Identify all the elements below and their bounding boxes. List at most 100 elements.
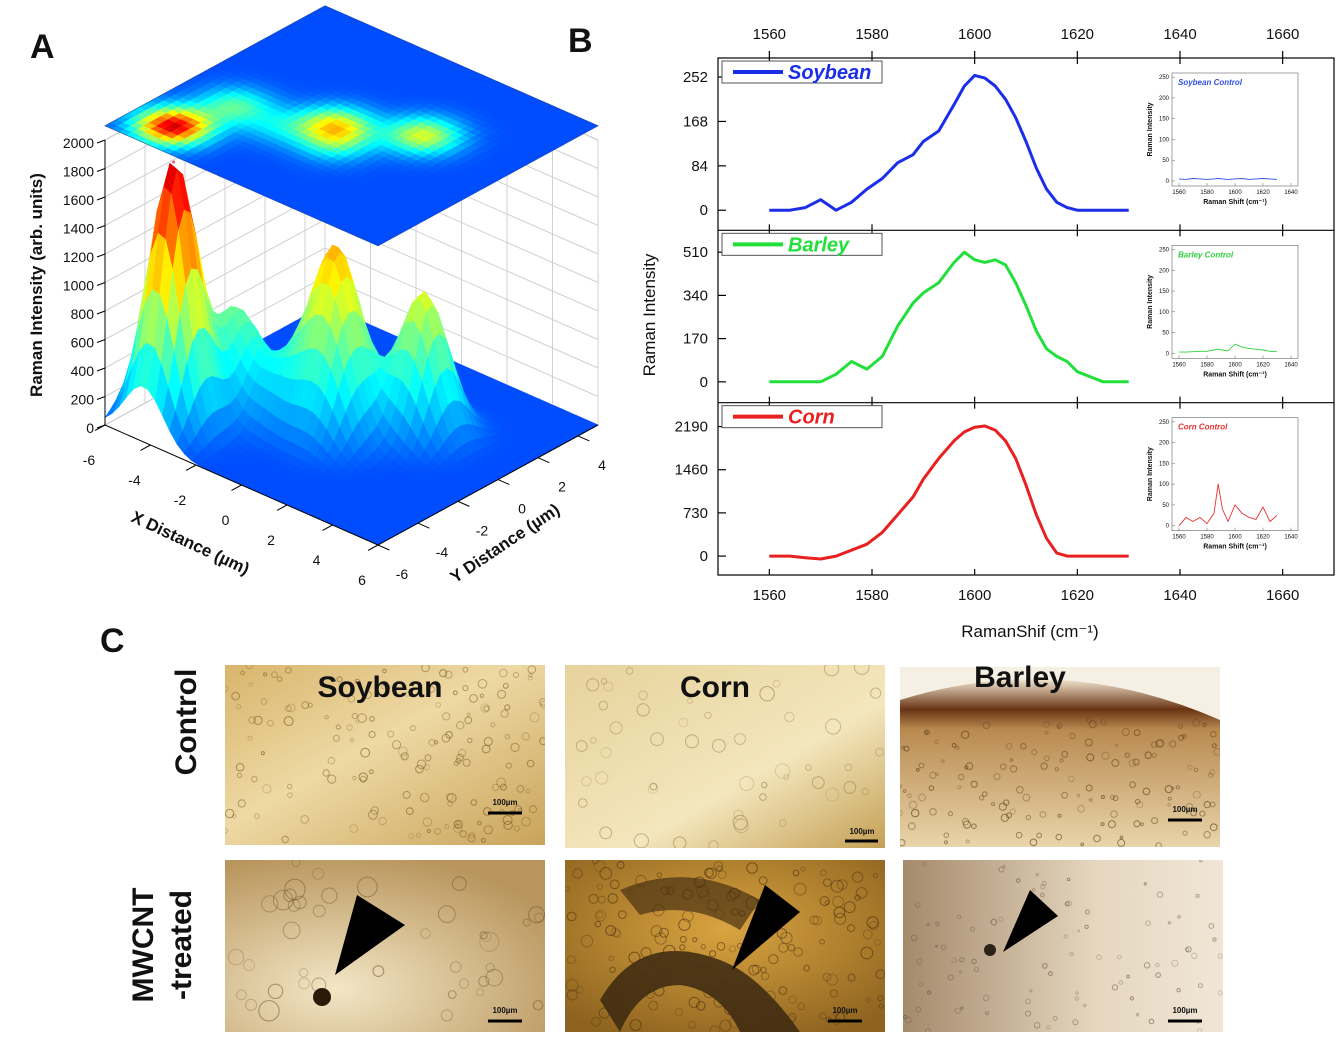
inset-y-title: Raman Intensity xyxy=(1147,102,1154,156)
inset-x-tick-label: 1600 xyxy=(1228,362,1242,368)
inset-y-tick-label: 250 xyxy=(1159,247,1170,253)
inset-y-tick-label: 50 xyxy=(1162,503,1169,509)
legend-label: Barley xyxy=(788,234,850,256)
inset-x-tick-label: 1560 xyxy=(1172,535,1186,541)
inset-y-tick-label: 200 xyxy=(1159,268,1170,274)
x-tick xyxy=(232,485,242,490)
x-tick-label: 2 xyxy=(267,532,275,548)
x-axis-title: X Distance (µm) xyxy=(128,507,252,578)
inset-y-tick-label: 100 xyxy=(1159,482,1170,488)
scale-label: 100µm xyxy=(832,1006,857,1015)
inset-title: Corn Control xyxy=(1178,423,1228,432)
inset-y-tick-label: 250 xyxy=(1159,420,1170,426)
inset-x-tick-label: 1580 xyxy=(1200,535,1214,541)
legend-label: Corn xyxy=(788,407,835,429)
inset-x-title: Raman Shift (cm⁻¹) xyxy=(1203,371,1267,378)
z-tick-label: 2000 xyxy=(63,135,94,151)
y-tick-label: 2 xyxy=(558,479,566,495)
y-tick-label: 168 xyxy=(683,113,708,130)
z-tick-label: 1000 xyxy=(63,278,94,294)
inset-y-tick-label: 150 xyxy=(1159,289,1170,295)
inset-y-tick-label: 200 xyxy=(1159,96,1170,102)
x-tick xyxy=(323,525,333,530)
inset-x-tick-label: 1620 xyxy=(1256,535,1270,541)
y-tick-label: -6 xyxy=(396,566,409,582)
y-tick xyxy=(578,436,589,441)
z-tick xyxy=(97,340,105,343)
z-tick xyxy=(97,197,105,200)
y-tick xyxy=(498,480,509,485)
y-tick-label: -2 xyxy=(476,522,489,538)
panel-c: Soybean Corn Barley Control MWCNT -treat… xyxy=(127,660,1223,1036)
x-tick xyxy=(186,465,196,470)
legend-label: Soybean xyxy=(788,62,871,84)
panel-label: B xyxy=(568,22,593,60)
row-label: Control xyxy=(170,669,203,776)
x-tick-label: -2 xyxy=(174,492,187,508)
scale-label: 100µm xyxy=(1172,805,1197,814)
x-tick-label: -6 xyxy=(83,452,96,468)
inset-x-tick-label: 1600 xyxy=(1228,190,1242,196)
inset-x-title: Raman Shift (cm⁻¹) xyxy=(1203,199,1267,206)
x-axis-title: RamanShif (cm⁻¹) xyxy=(961,622,1098,641)
spectrum-line xyxy=(769,252,1128,382)
y-axis-title: Raman Intensity xyxy=(640,253,659,376)
x-tick xyxy=(368,545,378,550)
y-tick xyxy=(538,458,549,463)
x-tick xyxy=(277,505,287,510)
scale-label: 100µm xyxy=(492,1006,517,1015)
particle xyxy=(984,944,996,956)
y-tick-label: 730 xyxy=(683,505,708,522)
column-title: Soybean xyxy=(317,671,442,704)
inset-y-tick-label: 150 xyxy=(1159,117,1170,123)
z-tick-label: 0 xyxy=(86,420,94,436)
y-tick-label: 0 xyxy=(700,202,708,219)
peak xyxy=(234,311,237,314)
inset-y-tick-label: 100 xyxy=(1159,137,1170,143)
spectrum-line xyxy=(769,426,1128,559)
y-tick-label: 1460 xyxy=(675,462,708,479)
inset-frame xyxy=(1172,245,1298,358)
x-tick-label-top: 1580 xyxy=(855,26,888,43)
inset-y-tick-label: 100 xyxy=(1159,310,1170,316)
scale-label: 100µm xyxy=(1172,1006,1197,1015)
inset-y-tick-label: 150 xyxy=(1159,461,1170,467)
x-tick-label-top: 1640 xyxy=(1163,26,1196,43)
inset-x-tick-label: 1600 xyxy=(1228,535,1242,541)
y-tick xyxy=(418,523,429,528)
z-tick xyxy=(97,254,105,257)
z-tick-label: 1800 xyxy=(63,164,94,180)
x-tick-label: 1560 xyxy=(753,587,786,604)
z-tick xyxy=(97,169,105,172)
x-tick-label: 1660 xyxy=(1266,587,1299,604)
y-tick-label: 2190 xyxy=(675,419,708,436)
z-tick-label: 1400 xyxy=(63,221,94,237)
peak xyxy=(335,280,338,283)
y-axis-title: Y Distance (µm) xyxy=(447,500,563,587)
x-tick-label: -4 xyxy=(128,472,141,488)
y-tick-label: 4 xyxy=(598,457,606,473)
z-tick xyxy=(97,397,105,400)
y-tick-label: 252 xyxy=(683,69,708,86)
inset-y-tick-label: 0 xyxy=(1166,179,1170,185)
y-tick-label: 0 xyxy=(518,501,526,517)
x-tick-label-top: 1660 xyxy=(1266,26,1299,43)
y-tick-label: 510 xyxy=(683,244,708,261)
z-tick xyxy=(97,311,105,314)
x-tick-label-top: 1620 xyxy=(1061,26,1094,43)
x-tick-label: 1640 xyxy=(1163,587,1196,604)
inset-x-tick-label: 1560 xyxy=(1172,190,1186,196)
inset-title: Barley Control xyxy=(1178,250,1234,259)
inset-frame xyxy=(1172,418,1298,531)
z-tick-label: 200 xyxy=(71,392,95,408)
z-tick xyxy=(97,283,105,286)
x-tick-label: 1620 xyxy=(1061,587,1094,604)
inset-y-tick-label: 250 xyxy=(1159,75,1170,81)
inset-y-tick-label: 50 xyxy=(1162,331,1169,337)
figure: A B C 0200400600800100012001400160018002… xyxy=(0,0,1336,1060)
inset-y-tick-label: 200 xyxy=(1159,441,1170,447)
column-title: Corn xyxy=(680,671,750,704)
scale-label: 100µm xyxy=(849,827,874,836)
z-axis-title: Raman Intensity (arb. units) xyxy=(27,173,46,397)
inset-title: Soybean Control xyxy=(1178,78,1243,87)
